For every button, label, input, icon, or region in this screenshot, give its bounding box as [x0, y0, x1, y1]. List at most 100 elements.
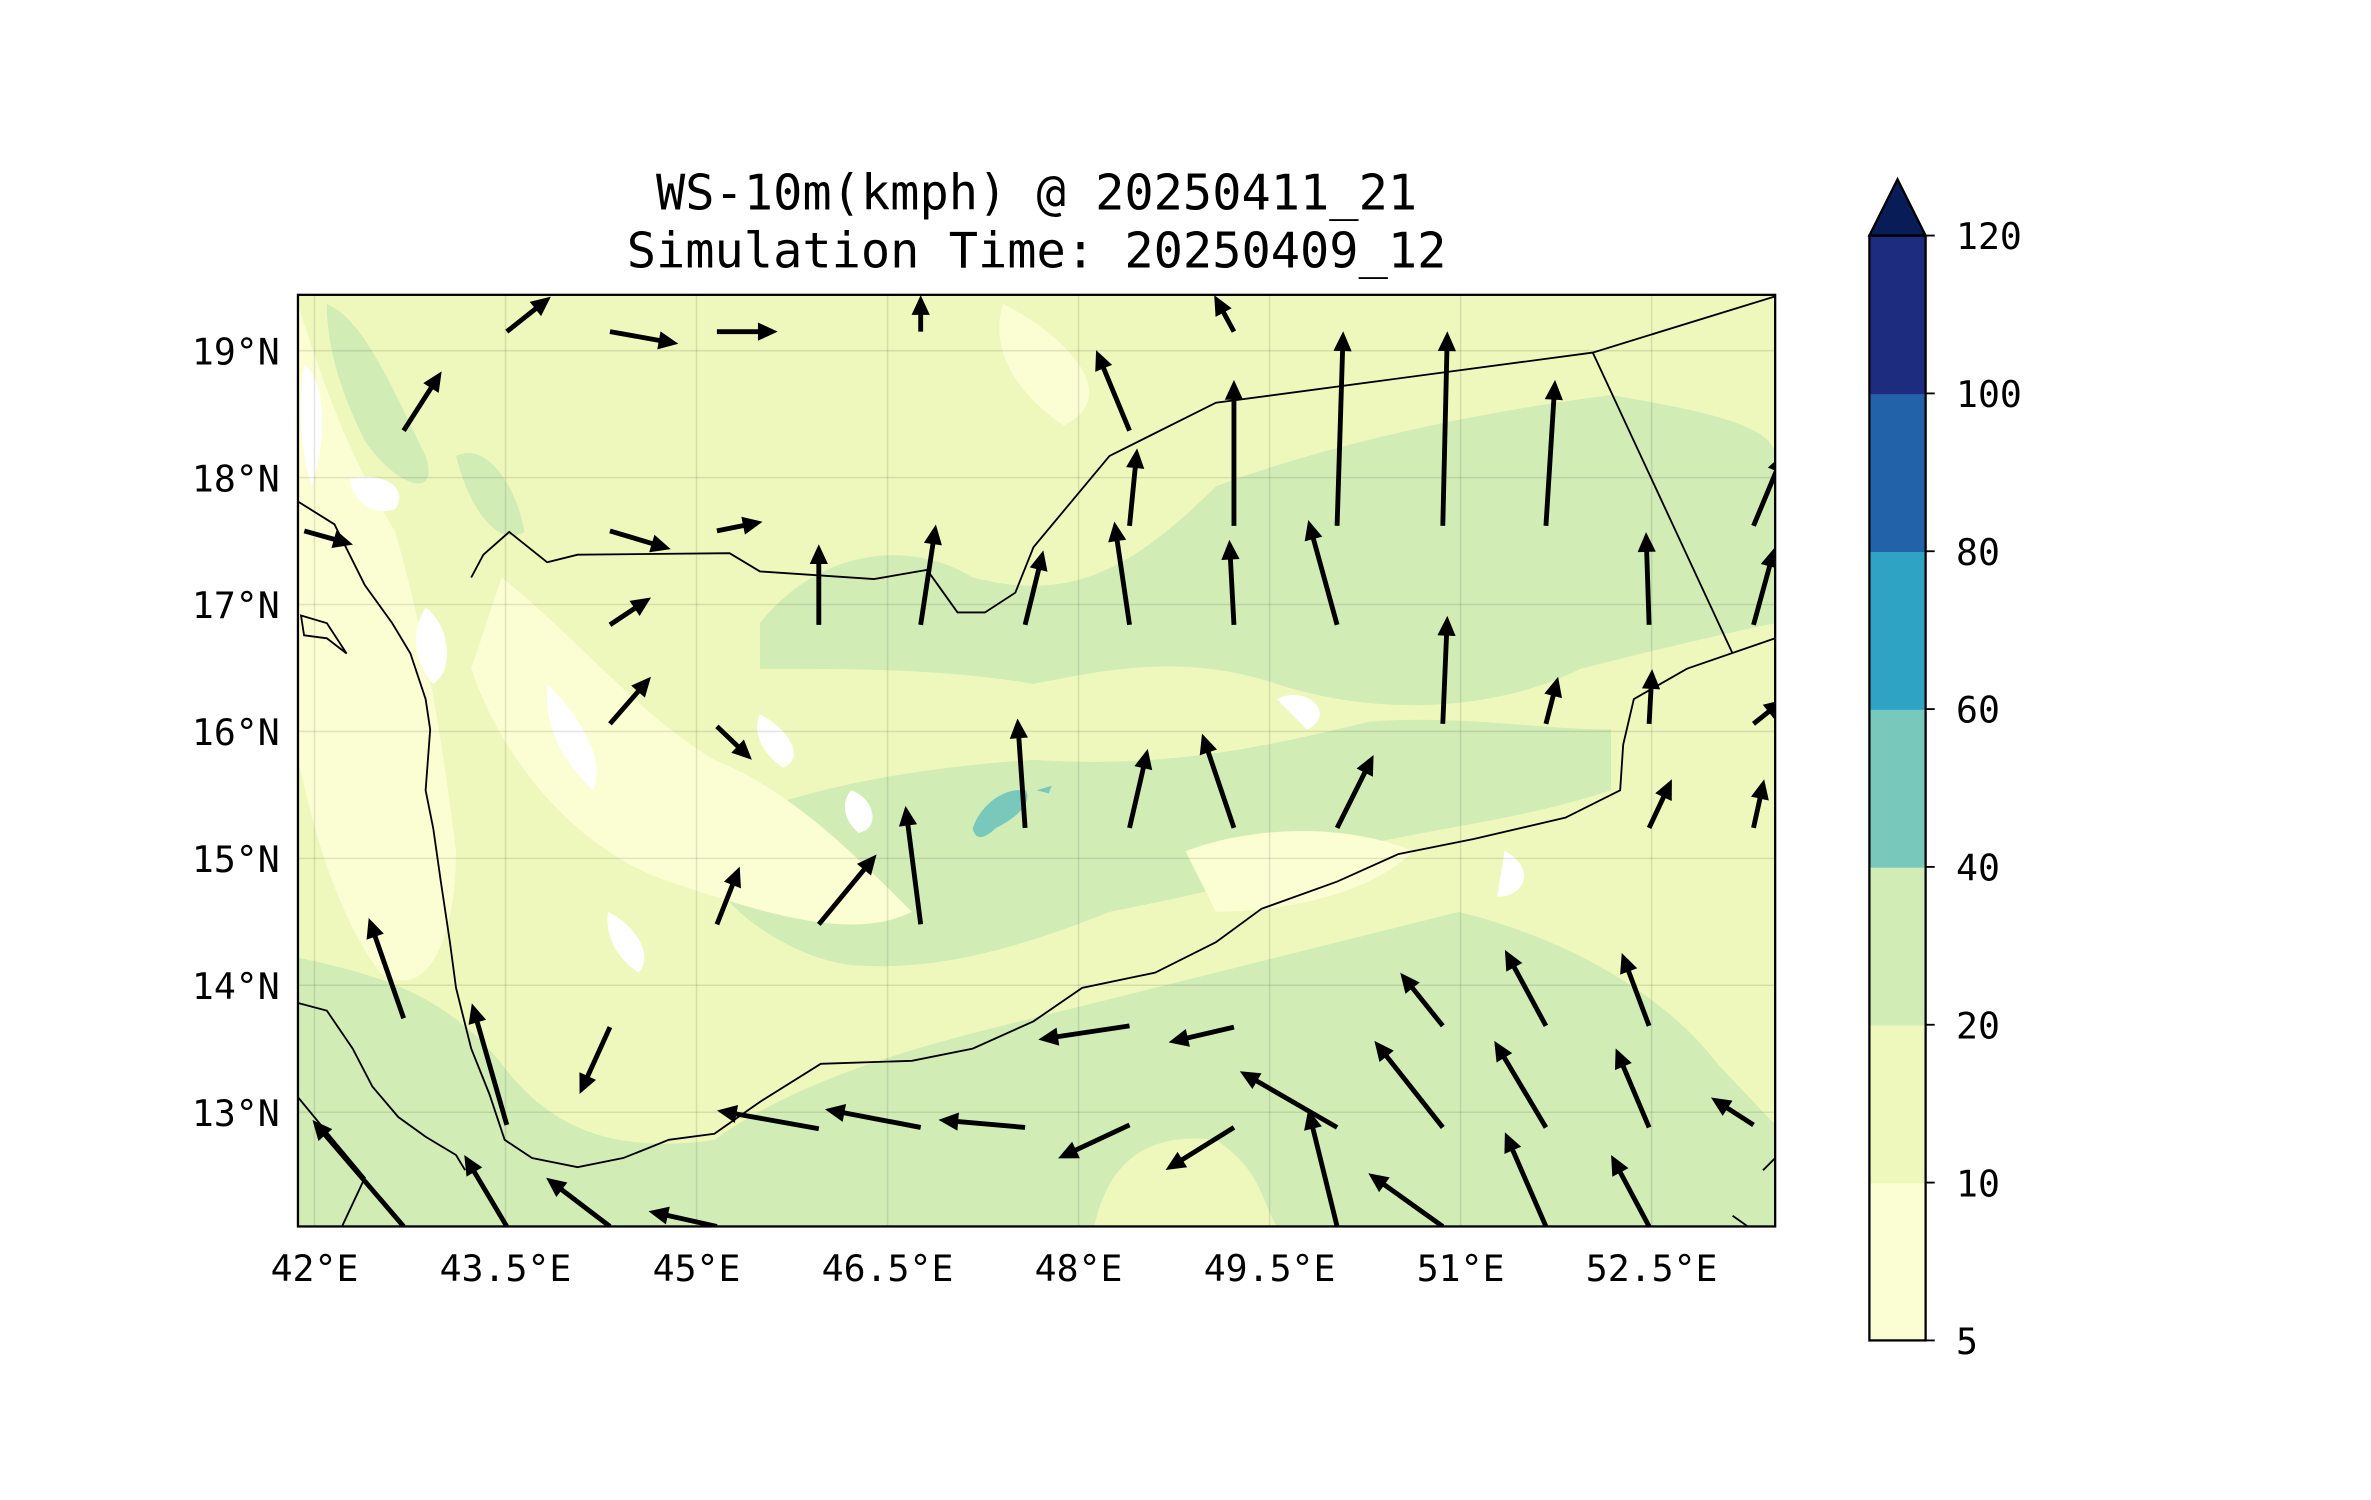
wind-arrow — [716, 1104, 820, 1132]
colorbar-segment — [1869, 709, 1926, 868]
wind-arrow — [1751, 779, 1769, 829]
wind-arrow — [1637, 532, 1656, 625]
wind-arrow — [1400, 972, 1445, 1028]
chart-title: WS-10m(kmph) @ 20250411_21 — [656, 166, 1417, 222]
wind-arrow — [715, 724, 752, 760]
field-below-5 — [300, 364, 1524, 973]
y-tick-label: 16°N — [192, 711, 280, 754]
wind-arrow — [1126, 448, 1145, 527]
field-band-40-60 — [972, 785, 1052, 838]
wind-arrow — [1127, 748, 1153, 829]
wind-arrow — [938, 1112, 1026, 1131]
wind-arrow — [1374, 1040, 1445, 1129]
wind-arrow — [898, 805, 924, 925]
plot-frame — [296, 293, 1777, 1228]
y-tick-label: 19°N — [192, 330, 280, 373]
colorbar-label: 60 — [1956, 689, 2000, 732]
wind-arrow — [714, 866, 741, 926]
wind-arrow — [1224, 379, 1244, 526]
x-tick-label: 45°E — [653, 1247, 741, 1290]
gridlines — [297, 294, 1776, 1227]
colorbar-segment — [1869, 866, 1926, 1026]
wind-arrow — [1437, 331, 1457, 526]
y-tick-label: 14°N — [192, 965, 280, 1008]
colorbar: 5 10 20 40 60 80 100 120 — [1867, 176, 2022, 1363]
colorbar-frame — [1868, 234, 1927, 1342]
x-tick-label: 51°E — [1417, 1247, 1505, 1290]
wind-arrow — [546, 1177, 612, 1227]
wind-arrow — [464, 1155, 509, 1227]
wind-arrow — [1022, 550, 1048, 626]
coastline-africa — [297, 1002, 466, 1227]
y-tick-label: 15°N — [192, 838, 280, 881]
wind-arrow — [1333, 331, 1352, 526]
y-tick-label: 13°N — [192, 1092, 280, 1135]
x-tick-label: 48°E — [1035, 1247, 1123, 1290]
colorbar-label: 5 — [1956, 1320, 1978, 1363]
wind-arrow — [505, 296, 551, 334]
wind-arrow — [1646, 779, 1672, 829]
colorbar-label: 40 — [1956, 847, 2000, 890]
wind-arrow — [1543, 676, 1562, 725]
wind-arrow — [1614, 1048, 1652, 1129]
wind-arrow — [911, 295, 930, 332]
wind-arrow — [1504, 1132, 1549, 1227]
colorbar-extend-triangle — [1867, 176, 1928, 237]
coastline-arabia — [297, 500, 1776, 1169]
wind-arrow — [1368, 1173, 1445, 1227]
wind-arrow — [1038, 1023, 1130, 1046]
wind-arrow — [1543, 379, 1563, 526]
colorbar-label: 100 — [1956, 373, 2022, 416]
field-band-10-20 — [1094, 1138, 1277, 1227]
wind-arrow — [1108, 521, 1132, 626]
wind-arrow — [809, 544, 828, 625]
wind-arrow — [1710, 1097, 1755, 1127]
wind-arrow — [401, 371, 442, 432]
colorbar-label: 10 — [1956, 1162, 2000, 1205]
wind-arrow — [609, 528, 671, 553]
wind-arrow — [1095, 350, 1132, 432]
x-tick-label: 42°E — [271, 1247, 359, 1290]
wind-arrow — [1611, 1155, 1652, 1227]
wind-arrow — [608, 676, 651, 726]
wind-arrow — [1214, 295, 1237, 333]
wind-arrow — [1494, 1040, 1549, 1129]
colorbar-segment — [1869, 551, 1926, 710]
wind-arrow — [648, 1206, 718, 1227]
x-tick-label: 43.5°E — [440, 1247, 572, 1290]
border-oman-yemen — [1591, 352, 1734, 654]
wind-arrow — [468, 1003, 510, 1126]
wind-arrow — [1304, 519, 1340, 626]
y-tick-label: 17°N — [192, 584, 280, 627]
colorbar-label: 80 — [1956, 531, 2000, 574]
x-tick-label: 49.5°E — [1204, 1247, 1336, 1290]
wind-arrow — [816, 854, 877, 926]
colorbar-segment — [1869, 1182, 1926, 1342]
wind-arrow — [1620, 952, 1652, 1027]
wind-arrow — [1165, 1125, 1236, 1170]
y-tick-label: 18°N — [192, 457, 280, 500]
wind-arrow — [1009, 718, 1028, 829]
wind-arrow — [608, 597, 651, 627]
wind-arrow — [716, 516, 763, 535]
wind-arrow — [918, 524, 942, 626]
coastline-islands — [299, 614, 1776, 1227]
wind-arrow — [1239, 1071, 1339, 1130]
x-tick-label: 46.5°E — [822, 1247, 954, 1290]
x-axis-ticks: 42°E 43.5°E 45°E 46.5°E 48°E 49.5°E 51°E 52.5°E — [271, 1247, 1718, 1290]
colorbar-label: 20 — [1956, 1004, 2000, 1047]
wind-arrow — [1168, 1024, 1235, 1047]
wind-arrow — [303, 528, 353, 549]
wind-vectors — [303, 295, 1776, 1227]
y-axis-ticks: 19°N 18°N 17°N 16°N 15°N 14°N 13°N — [192, 330, 280, 1135]
wind-arrow — [609, 329, 679, 350]
wind-arrow — [1221, 539, 1240, 625]
wind-arrow — [366, 917, 406, 1020]
colorbar-segment — [1869, 393, 1926, 552]
x-tick-label: 52.5°E — [1586, 1247, 1718, 1290]
wind-arrow — [1334, 754, 1374, 829]
colorbar-label: 120 — [1956, 215, 2022, 258]
wind-arrow — [1504, 949, 1549, 1028]
wind-arrow — [312, 1120, 406, 1227]
